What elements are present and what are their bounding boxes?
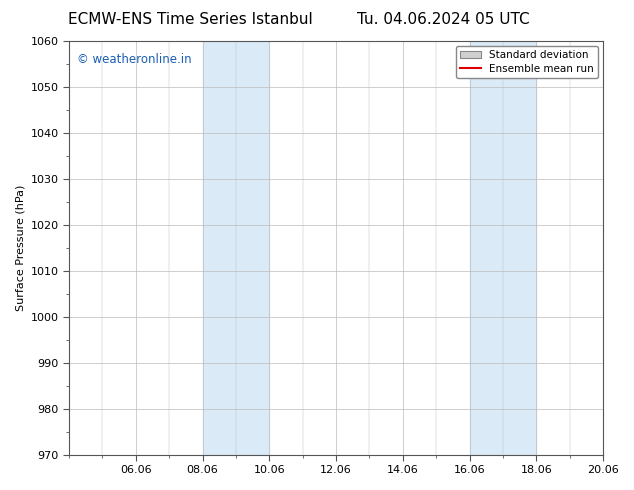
Legend: Standard deviation, Ensemble mean run: Standard deviation, Ensemble mean run (456, 46, 598, 78)
Text: © weatheronline.in: © weatheronline.in (77, 53, 191, 67)
Y-axis label: Surface Pressure (hPa): Surface Pressure (hPa) (15, 185, 25, 311)
Bar (203, 41, 269, 455)
Text: ECMW-ENS Time Series Istanbul: ECMW-ENS Time Series Istanbul (68, 12, 313, 27)
Bar (470, 41, 536, 455)
Text: Tu. 04.06.2024 05 UTC: Tu. 04.06.2024 05 UTC (358, 12, 530, 27)
